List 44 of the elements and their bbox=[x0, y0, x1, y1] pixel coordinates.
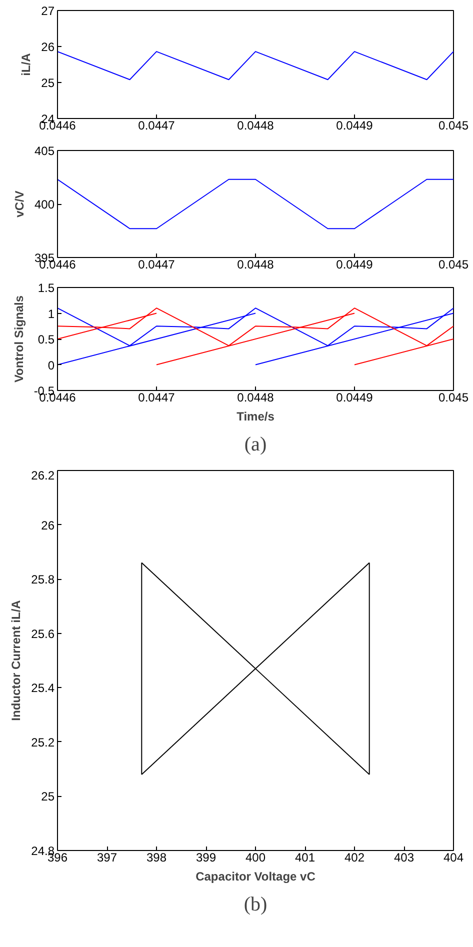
y-tick-label: 26.2 bbox=[31, 468, 55, 482]
x-tick-label: 401 bbox=[294, 850, 316, 864]
x-tick-label: 398 bbox=[146, 850, 167, 864]
y-tick-label: 26 bbox=[41, 518, 55, 532]
y-tick-label: 25.8 bbox=[31, 572, 55, 587]
y-tick-label: 25.2 bbox=[31, 735, 55, 750]
x-tick-label: 0.0448 bbox=[237, 258, 274, 272]
y-tick-label: 27 bbox=[41, 4, 55, 18]
y-tick-label: 0 bbox=[48, 358, 55, 372]
y-tick-label: 25.6 bbox=[31, 626, 55, 641]
y-tick-label: 400 bbox=[34, 198, 55, 212]
x-tick-label: 400 bbox=[245, 850, 266, 864]
x-tick-label: 399 bbox=[196, 850, 216, 864]
x-tick-label: 0.0448 bbox=[237, 390, 274, 404]
y-tick-label: 25.4 bbox=[31, 681, 55, 696]
x-tick-label: 403 bbox=[394, 850, 414, 864]
y-axis-title: Vontrol Signals bbox=[12, 295, 26, 383]
x-tick-label: 397 bbox=[96, 850, 118, 864]
text: (b) bbox=[244, 894, 268, 916]
y-tick-label: 1 bbox=[48, 306, 55, 321]
y-tick-label: 25 bbox=[41, 76, 55, 90]
x-tick-label: 0.0449 bbox=[336, 390, 374, 404]
x-tick-label: 0.0448 bbox=[237, 118, 274, 132]
x-axis-title: Time/s bbox=[236, 410, 275, 424]
x-tick-label: 0.0447 bbox=[138, 390, 176, 404]
text: (a) bbox=[244, 434, 267, 456]
y-axis-title: iL/A bbox=[19, 52, 34, 76]
x-axis-title: Capacitor Voltage vC bbox=[196, 870, 316, 884]
x-tick-label: 0.0449 bbox=[336, 118, 374, 132]
y-axis-title: vC/V bbox=[12, 190, 26, 218]
x-tick-label: 0.0449 bbox=[336, 258, 374, 272]
y-tick-label: 1.5 bbox=[38, 281, 55, 295]
y-axis-title: Inductor Current iL/A bbox=[9, 600, 24, 721]
x-tick-label: 0.045 bbox=[438, 390, 469, 404]
x-tick-label: 0.0447 bbox=[138, 258, 176, 272]
x-tick-label: 0.045 bbox=[438, 118, 469, 132]
x-tick-label: 0.0447 bbox=[138, 118, 176, 132]
y-tick-label: 26 bbox=[41, 40, 55, 54]
y-tick-label: 25 bbox=[41, 790, 55, 804]
x-tick-label: 404 bbox=[443, 850, 464, 864]
y-tick-label: 0.5 bbox=[38, 332, 55, 346]
x-tick-label: 0.045 bbox=[438, 258, 469, 272]
y-tick-label: 405 bbox=[34, 144, 55, 158]
x-tick-label: 402 bbox=[344, 850, 365, 864]
